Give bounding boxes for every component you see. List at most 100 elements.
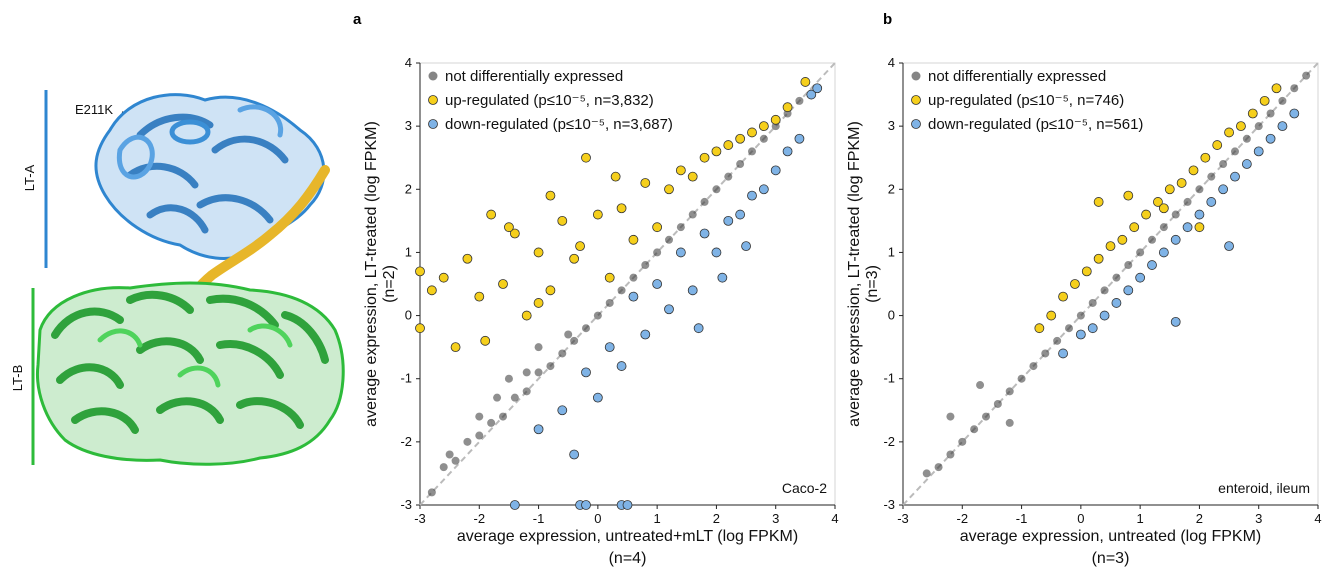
point-up-regulated	[747, 127, 757, 138]
lt-a-domain	[94, 93, 326, 260]
point-down-regulated	[1111, 298, 1122, 308]
point-down-regulated	[1170, 316, 1181, 327]
point-down-regulated	[1170, 234, 1181, 245]
y-axis-title: average expression, LT-treated (log FPKM…	[846, 121, 863, 427]
point-down-regulated	[557, 405, 568, 416]
point-up-regulated	[723, 140, 734, 150]
protein-structure-illustration: LT-A LT-B E211K	[10, 90, 345, 466]
x-tick-label: 4	[831, 511, 838, 526]
point-up-regulated	[604, 272, 615, 283]
x-axis-title: average expression, untreated+mLT (log F…	[457, 528, 798, 545]
x-tick-label: 0	[594, 511, 601, 526]
point-not-de	[748, 147, 756, 156]
point-down-regulated	[664, 304, 674, 315]
point-not-de	[1148, 235, 1156, 244]
point-down-regulated	[616, 361, 627, 371]
point-down-regulated	[1123, 285, 1134, 296]
point-not-de	[1029, 362, 1038, 371]
point-down-regulated	[735, 209, 746, 220]
x-tick-label: -3	[897, 511, 909, 526]
point-up-regulated	[1259, 95, 1270, 106]
point-not-de	[499, 412, 507, 421]
point-not-de	[1041, 349, 1050, 358]
point-not-de	[934, 463, 943, 472]
point-not-de	[712, 185, 721, 194]
point-up-regulated	[1093, 197, 1104, 207]
point-up-regulated	[1224, 127, 1234, 138]
point-not-de	[493, 393, 502, 402]
point-up-regulated	[610, 171, 621, 182]
y-tick-label: 4	[888, 55, 895, 70]
cell-type-annotation: Caco-2	[782, 480, 827, 496]
point-up-regulated	[415, 266, 425, 277]
point-up-regulated	[480, 335, 491, 346]
point-not-de	[1278, 96, 1287, 105]
point-not-de	[982, 412, 990, 421]
y-tick-label: 0	[888, 308, 895, 323]
point-down-regulated	[509, 500, 520, 510]
point-down-regulated	[1099, 310, 1110, 321]
point-not-de	[558, 349, 567, 358]
legend-label: up-regulated (p≤10⁻⁵, n=3,832)	[445, 92, 654, 109]
point-down-regulated	[675, 247, 686, 258]
x-tick-label: 1	[654, 511, 661, 526]
point-up-regulated	[1164, 184, 1175, 195]
point-not-de	[1254, 122, 1263, 131]
point-not-de	[1100, 286, 1109, 295]
point-down-regulated	[1253, 146, 1264, 157]
point-not-de	[1207, 172, 1216, 181]
legend-marker-down	[428, 119, 438, 129]
point-up-regulated	[569, 253, 580, 264]
x-tick-label: 3	[1255, 511, 1262, 526]
y-tick-label: 1	[888, 244, 895, 259]
x-tick-label: 4	[1314, 511, 1321, 526]
point-down-regulated	[1194, 209, 1205, 220]
y-tick-label: -2	[883, 434, 895, 449]
point-not-de	[641, 261, 650, 270]
legend-label: down-regulated (p≤10⁻⁵, n=561)	[928, 116, 1143, 133]
point-down-regulated	[1075, 329, 1086, 340]
point-down-regulated	[1087, 323, 1098, 334]
legend-marker-down	[911, 119, 921, 129]
point-not-de	[475, 431, 484, 440]
legend-label: down-regulated (p≤10⁻⁵, n=3,687)	[445, 116, 673, 133]
point-up-regulated	[1212, 140, 1223, 150]
point-up-regulated	[628, 234, 639, 245]
scatter-panels: a -3 -2 -1 0 1 2 3 4 -3 -2 -1 0 1 2 3 4 not differentiall…	[353, 11, 1322, 567]
point-not-de	[970, 425, 979, 434]
point-not-de	[522, 368, 531, 377]
x-tick-label: 0	[1077, 511, 1084, 526]
point-up-regulated	[521, 310, 532, 321]
y-tick-label: -2	[400, 434, 412, 449]
point-not-de	[1195, 185, 1204, 194]
point-not-de	[1053, 336, 1062, 345]
point-not-de	[445, 450, 454, 459]
point-up-regulated	[426, 285, 437, 296]
x-tick-label: -1	[533, 511, 545, 526]
legend-label: up-regulated (p≤10⁻⁵, n=746)	[928, 92, 1124, 109]
point-not-de	[1005, 418, 1014, 427]
point-down-regulated	[806, 89, 817, 100]
point-not-de	[1017, 374, 1026, 383]
point-up-regulated	[533, 298, 544, 308]
point-not-de	[504, 374, 513, 383]
point-down-regulated	[693, 323, 704, 334]
point-not-de	[475, 412, 484, 421]
point-not-de	[1290, 84, 1299, 93]
point-up-regulated	[699, 152, 710, 163]
point-up-regulated	[1034, 323, 1045, 334]
point-not-de	[724, 172, 733, 181]
point-up-regulated	[575, 241, 585, 252]
series-up	[1034, 83, 1282, 334]
point-up-regulated	[1176, 178, 1187, 188]
point-not-de	[1302, 71, 1311, 80]
point-up-regulated	[1123, 190, 1134, 201]
point-down-regulated	[1058, 348, 1068, 359]
point-up-regulated	[474, 291, 485, 302]
point-up-regulated	[509, 228, 520, 239]
point-not-de	[1136, 248, 1145, 257]
lt-a-label: LT-A	[22, 164, 37, 191]
x-tick-label: 2	[713, 511, 720, 526]
point-not-de	[593, 311, 602, 320]
point-down-regulated	[581, 500, 591, 510]
